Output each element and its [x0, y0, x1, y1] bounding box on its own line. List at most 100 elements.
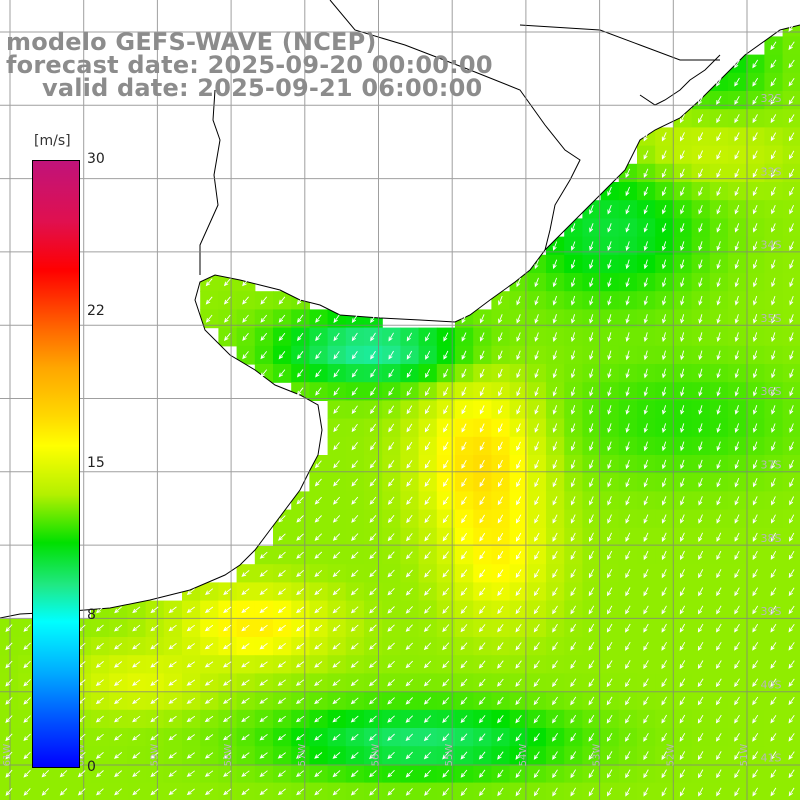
wind-arrow [461, 314, 467, 324]
wind-arrow [734, 714, 740, 724]
wind-arrow [570, 368, 576, 379]
wind-arrow [788, 623, 795, 633]
wind-arrow [552, 569, 558, 579]
wind-arrow [388, 332, 394, 342]
wind-arrow [680, 204, 685, 215]
wind-arrow [442, 678, 450, 687]
wind-arrow [242, 296, 249, 305]
wind-arrow [680, 350, 685, 361]
wind-arrow [516, 314, 521, 324]
wind-arrow [789, 168, 795, 178]
wind-arrow [788, 96, 795, 105]
wind-arrow [661, 295, 667, 306]
wind-arrow [314, 788, 323, 796]
wind-arrow [498, 423, 503, 433]
wind-arrow [222, 643, 232, 650]
wind-arrow [643, 660, 649, 670]
wind-arrow [387, 569, 395, 578]
wind-arrow [406, 405, 413, 415]
wind-arrow [478, 624, 486, 633]
wind-arrow [643, 223, 649, 233]
wind-arrow [369, 606, 377, 614]
wind-arrow [186, 715, 196, 723]
wind-arrow [369, 496, 377, 505]
wind-arrow [314, 770, 323, 778]
wind-arrow [333, 314, 340, 324]
wind-arrow [788, 114, 795, 123]
wind-arrow [607, 405, 612, 415]
wind-arrow [698, 95, 704, 106]
wind-arrow [295, 679, 305, 686]
wind-arrow [680, 277, 685, 288]
forecast-date: forecast date: 2025-09-20 00:00:00 [6, 51, 493, 79]
wind-arrow [5, 624, 13, 632]
wind-arrow [295, 734, 305, 741]
wind-arrow [423, 660, 432, 669]
wind-arrow [588, 751, 595, 761]
wind-arrow [534, 550, 540, 560]
latitude-label: 41S [761, 752, 782, 765]
wind-arrow [679, 732, 686, 742]
wind-arrow [424, 587, 432, 596]
wind-arrow [296, 569, 304, 577]
wind-arrow [607, 259, 612, 270]
wind-arrow [405, 642, 414, 651]
longitude-label: 58W [223, 744, 234, 767]
wind-arrow [442, 751, 450, 760]
wind-arrow [222, 697, 232, 704]
wind-arrow [716, 386, 721, 397]
wind-arrow [679, 714, 686, 724]
wind-arrow [186, 588, 195, 595]
wind-arrow [625, 550, 631, 560]
wind-arrow [442, 587, 450, 596]
wind-arrow [770, 769, 777, 779]
wind-arrow [350, 569, 359, 578]
wind-arrow [716, 787, 722, 797]
wind-arrow [625, 241, 630, 251]
wind-arrow [788, 132, 795, 142]
wind-arrow [625, 259, 630, 270]
wind-arrow [424, 569, 431, 578]
wind-arrow [570, 605, 576, 615]
wind-arrow [770, 751, 777, 760]
wind-arrow [351, 496, 359, 505]
wind-arrow [680, 550, 685, 561]
wind-arrow [442, 715, 450, 723]
wind-arrow [533, 587, 540, 597]
wind-arrow [41, 788, 49, 796]
wind-arrow [351, 478, 359, 487]
wind-arrow [534, 332, 539, 342]
wind-arrow [643, 550, 649, 561]
wind-arrow [698, 477, 703, 488]
wind-arrow [734, 277, 739, 288]
wind-arrow [479, 496, 485, 506]
wind-arrow [388, 405, 395, 415]
wind-arrow [716, 350, 721, 361]
wind-arrow [771, 459, 776, 470]
wind-arrow [113, 752, 123, 759]
wind-arrow [533, 714, 540, 724]
wind-arrow [186, 606, 195, 614]
wind-arrow [770, 660, 777, 669]
wind-arrow [369, 642, 377, 650]
wind-arrow [789, 295, 794, 306]
wind-arrow [680, 496, 685, 506]
wind-arrow [460, 587, 468, 596]
wind-arrow [734, 532, 740, 542]
wind-arrow [588, 696, 595, 706]
wind-arrow [350, 551, 359, 560]
wind-arrow [643, 295, 648, 306]
wind-arrow [424, 551, 431, 560]
wind-arrow [516, 386, 521, 397]
wind-arrow [405, 587, 413, 596]
wind-arrow [150, 643, 159, 650]
wind-arrow [752, 769, 759, 779]
wind-arrow [479, 423, 485, 433]
wind-arrow [661, 769, 667, 779]
wind-arrow [204, 788, 214, 796]
wind-arrow [680, 259, 685, 270]
wind-arrow [716, 95, 722, 105]
wind-arrow [661, 186, 667, 197]
wind-arrow [479, 514, 485, 524]
wind-arrow [752, 623, 759, 633]
